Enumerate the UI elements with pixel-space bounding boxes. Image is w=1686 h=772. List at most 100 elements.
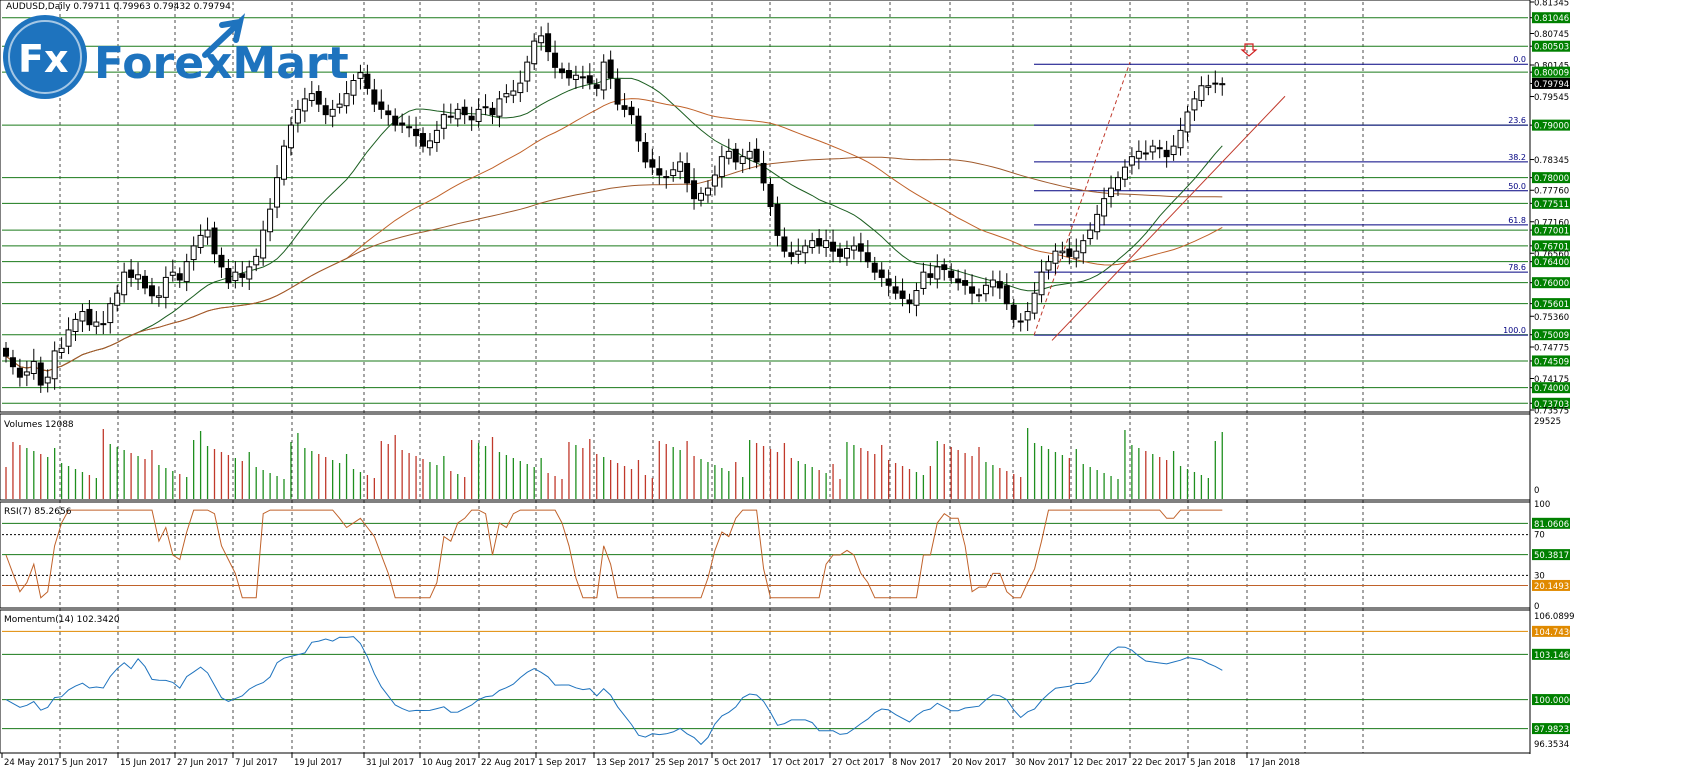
fib-level-label: 0.0 [1513, 55, 1526, 64]
bear-candle [406, 126, 413, 129]
y-tick-label: 0.74000 [1534, 384, 1569, 394]
bear-candle [948, 270, 955, 278]
y-tick-label: 0.81046 [1534, 14, 1569, 24]
bear-candle [649, 159, 656, 168]
momentum-title: Momentum(14) 102.3420 [4, 615, 120, 625]
y-tick-label: 0.79000 [1534, 122, 1569, 132]
bear-candle [211, 227, 218, 255]
current-price-tag [1532, 77, 1570, 89]
fib-level-label: 78.6 [1508, 263, 1526, 272]
bear-candle [579, 76, 586, 79]
bear-candle [621, 105, 628, 110]
x-tick-label: 1 Sep 2017 [538, 758, 586, 768]
bear-candle [1142, 152, 1149, 155]
momentum-level-tag [1532, 625, 1570, 637]
logo-circle-icon [3, 15, 87, 99]
bull-candle [1177, 129, 1184, 149]
y-tick-label: 0.76701 [1534, 242, 1569, 252]
bear-candle [86, 308, 93, 326]
bear-candle [628, 106, 635, 116]
bear-candle [892, 286, 899, 294]
bear-candle [385, 110, 392, 116]
fib-level-label: 61.8 [1508, 216, 1526, 225]
bear-candle [976, 294, 982, 297]
x-tick-label: 5 Jan 2018 [1190, 758, 1236, 768]
bear-candle [607, 59, 614, 79]
bear-candle [128, 269, 135, 278]
bull-candle [725, 150, 732, 159]
bear-candle [906, 299, 913, 305]
fib-level-label: 50.0 [1508, 182, 1526, 191]
support-resistance-layer [2, 17, 1528, 404]
fibonacci-layer: 0.0 23.6 38.2 50.0 61.8 78.6 100.0 [1034, 55, 1528, 336]
bull-candle [30, 360, 37, 375]
bull-candle [336, 103, 343, 108]
bull-candle [1149, 145, 1156, 153]
bear-candle [753, 148, 760, 163]
x-tick-label: 13 Sep 2017 [596, 758, 650, 768]
bull-candle [1198, 85, 1205, 101]
price-axis-layer: 0.81345 0.81046 0.80745 0.80503 0.801450.800… [1530, 0, 1575, 750]
bear-candle [399, 122, 406, 126]
bear-candle [371, 89, 378, 105]
bull-candle [93, 321, 100, 327]
logo-badge: Fx [18, 37, 68, 81]
momentum-panel [0, 609, 1531, 754]
bull-candle [1038, 271, 1045, 296]
y-tick-label: 0.74509 [1534, 357, 1569, 367]
bull-candle [267, 208, 274, 233]
bear-candle [1017, 320, 1024, 323]
bull-candle [698, 192, 704, 201]
bear-candle [545, 33, 552, 53]
bull-candle [718, 156, 725, 178]
rsi-title: RSI(7) 85.2656 [4, 507, 72, 517]
level-price-tag [1532, 197, 1570, 209]
bull-candle [1184, 111, 1191, 133]
bear-candle [962, 280, 969, 286]
bull-candle [440, 114, 447, 129]
momentum-layer [2, 630, 1528, 746]
rsi-layer [2, 509, 1528, 599]
bull-candle [1219, 83, 1226, 86]
bull-candle [246, 266, 253, 280]
bull-candle [850, 245, 857, 251]
x-tick-label: 5 Oct 2017 [714, 758, 761, 768]
momentum-line [5, 636, 1223, 746]
bear-candle [420, 133, 426, 147]
ma-fast-line [5, 77, 1223, 372]
bull-candle [1087, 229, 1094, 240]
bull-candle [301, 98, 308, 112]
y-tick-label: 0.76400 [1534, 258, 1569, 268]
bull-candle [1212, 82, 1219, 85]
bull-candle [1205, 85, 1212, 88]
bear-candle [996, 281, 1003, 289]
bear-candle [378, 101, 385, 110]
x-tick-label: 19 Jul 2017 [294, 758, 342, 768]
y-tick-label: 0.74775 [1534, 343, 1569, 353]
bull-candle [1094, 213, 1101, 233]
logo-wordmark: ForexMart [94, 38, 349, 89]
fib-level-label: 100.0 [1503, 326, 1526, 335]
bull-candle [169, 271, 176, 276]
bear-candle [760, 162, 767, 184]
bear-candle [413, 128, 420, 137]
bear-candle [691, 180, 698, 200]
bear-candle [565, 70, 572, 79]
bear-candle [37, 362, 44, 386]
bull-candle [232, 271, 239, 282]
momentum-level-tag [1532, 648, 1570, 660]
y-tick-label: 0.80145 [1534, 62, 1569, 72]
bull-candle [308, 93, 315, 101]
bull-candle [1059, 250, 1066, 254]
time-axis-layer: 24 May 2017 5 Jun 2017 15 Jun 2017 27 Jun 2… [1, 753, 1300, 768]
level-price-tag [1532, 355, 1570, 367]
momentum-level-tag [1532, 694, 1570, 706]
x-tick-label: 17 Jan 2018 [1249, 758, 1300, 768]
bull-candle [746, 150, 753, 159]
bull-candle [1191, 98, 1198, 111]
x-tick-label: 24 May 2017 [4, 758, 59, 768]
y-tick-label: 0.75009 [1534, 331, 1569, 341]
x-tick-label: 27 Oct 2017 [832, 758, 885, 768]
